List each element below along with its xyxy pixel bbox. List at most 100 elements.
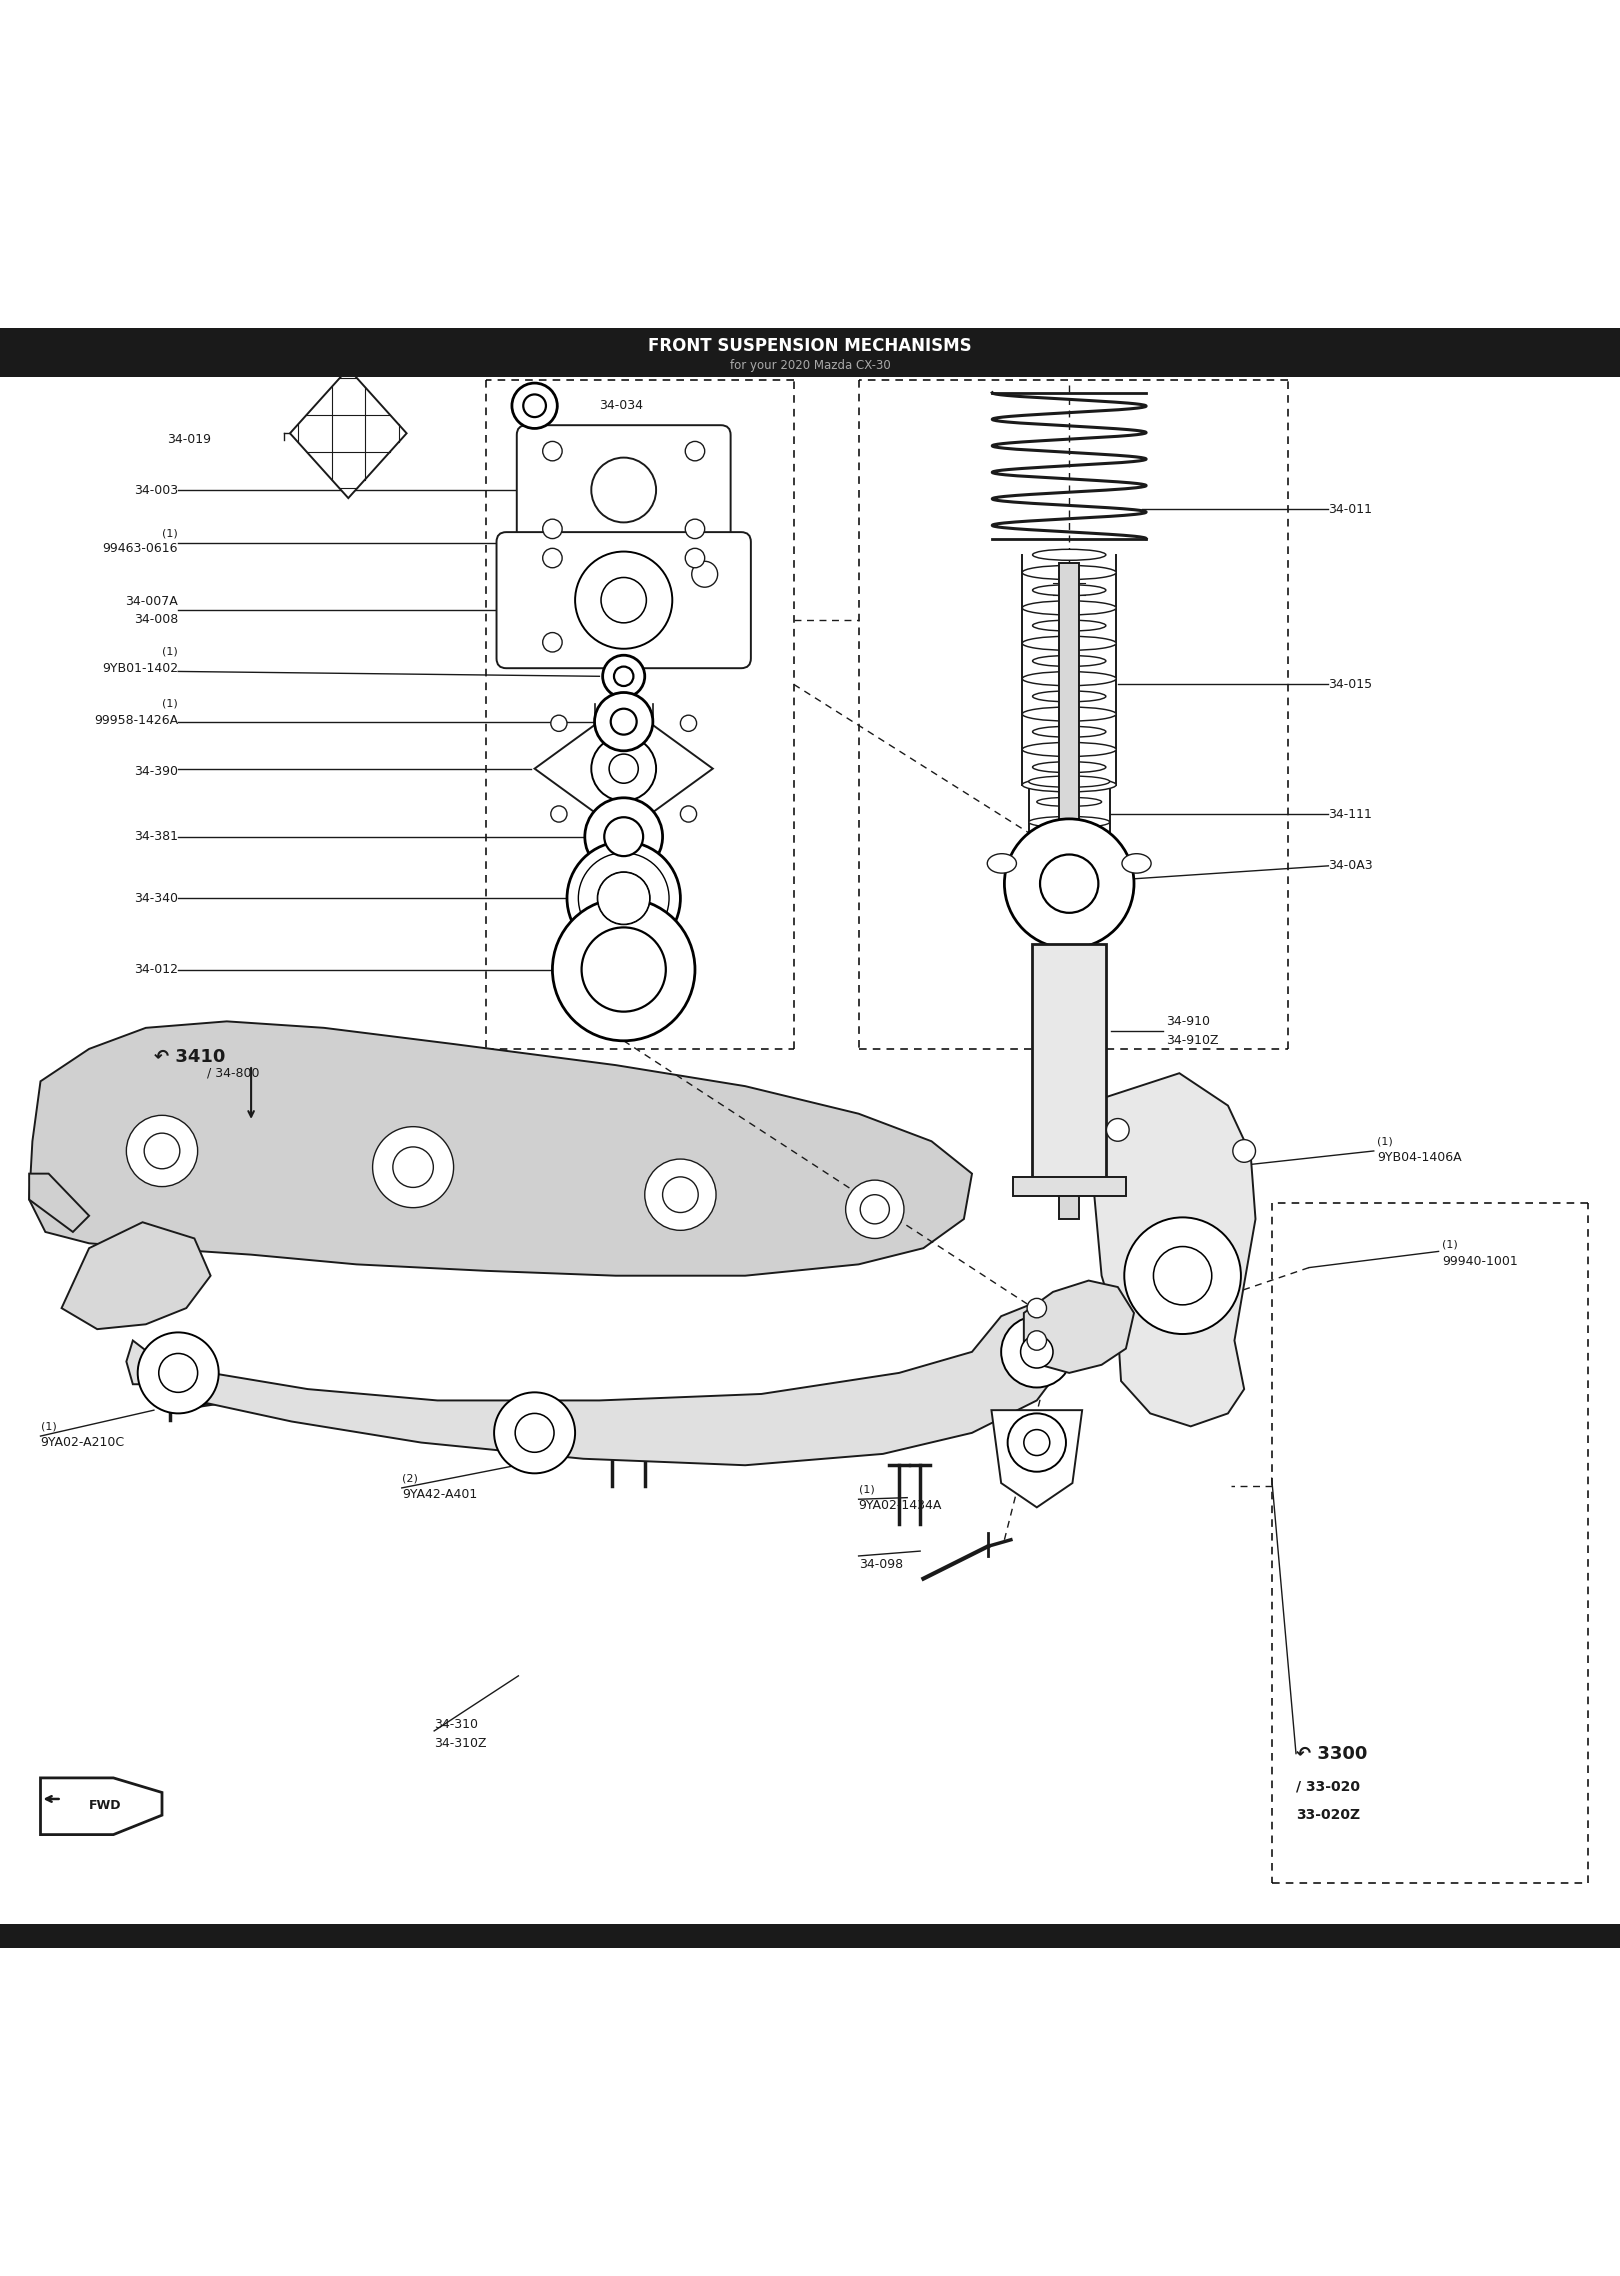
Circle shape (591, 457, 656, 523)
Text: 34-340: 34-340 (134, 892, 178, 906)
Circle shape (543, 549, 562, 567)
Circle shape (578, 854, 669, 945)
Circle shape (543, 633, 562, 651)
Circle shape (512, 382, 557, 428)
Circle shape (595, 692, 653, 751)
Text: 34-008: 34-008 (134, 612, 178, 626)
Text: 68-885: 68-885 (596, 574, 640, 585)
Circle shape (680, 715, 697, 731)
Circle shape (144, 1133, 180, 1170)
Text: 34-0A3: 34-0A3 (1328, 860, 1374, 872)
Ellipse shape (1037, 797, 1102, 806)
Circle shape (692, 562, 718, 587)
Circle shape (585, 799, 663, 876)
Circle shape (1024, 1429, 1050, 1457)
Text: (1): (1) (162, 699, 178, 708)
Circle shape (138, 1331, 219, 1413)
Ellipse shape (1022, 671, 1116, 685)
Circle shape (1027, 1331, 1047, 1350)
Circle shape (663, 1177, 698, 1213)
Ellipse shape (1032, 619, 1106, 630)
Circle shape (1106, 1118, 1129, 1140)
Circle shape (1027, 1297, 1047, 1318)
Circle shape (1004, 819, 1134, 949)
Ellipse shape (987, 854, 1016, 874)
FancyBboxPatch shape (496, 533, 750, 669)
Text: 34-111: 34-111 (1328, 808, 1372, 822)
Text: 34-310: 34-310 (434, 1718, 478, 1732)
Text: 34-390: 34-390 (134, 765, 178, 778)
Text: 9YA02-A210C: 9YA02-A210C (40, 1436, 125, 1450)
Polygon shape (991, 1411, 1082, 1507)
Text: 34-381: 34-381 (134, 831, 178, 842)
FancyBboxPatch shape (0, 1923, 1620, 1948)
Polygon shape (535, 703, 713, 833)
Polygon shape (290, 369, 407, 498)
Polygon shape (29, 1022, 972, 1277)
Circle shape (567, 842, 680, 956)
Text: (1): (1) (162, 528, 178, 539)
Text: for your 2020 Mazda CX-30: for your 2020 Mazda CX-30 (729, 360, 891, 373)
Ellipse shape (1032, 692, 1106, 701)
FancyBboxPatch shape (1059, 562, 1079, 1220)
Text: (2): (2) (402, 1473, 418, 1484)
Text: 33-020Z: 33-020Z (1296, 1807, 1361, 1823)
Ellipse shape (1029, 817, 1110, 828)
FancyBboxPatch shape (1012, 1177, 1126, 1197)
Circle shape (523, 394, 546, 417)
Polygon shape (62, 1222, 211, 1329)
Text: 34-007A: 34-007A (125, 596, 178, 608)
Text: (1): (1) (859, 1484, 875, 1495)
Circle shape (543, 519, 562, 539)
Circle shape (685, 549, 705, 567)
Circle shape (575, 551, 672, 649)
Text: (1): (1) (1442, 1240, 1458, 1250)
FancyBboxPatch shape (517, 426, 731, 555)
Text: 99940-1001: 99940-1001 (1442, 1254, 1518, 1268)
Circle shape (552, 899, 695, 1040)
Ellipse shape (1022, 742, 1116, 756)
Circle shape (591, 735, 656, 801)
Circle shape (1008, 1413, 1066, 1473)
Circle shape (1001, 1316, 1072, 1388)
Polygon shape (1094, 1074, 1256, 1427)
Ellipse shape (1032, 655, 1106, 667)
Polygon shape (1024, 1281, 1134, 1372)
Text: 9YA42-A401: 9YA42-A401 (402, 1489, 476, 1500)
Text: 99463-0616: 99463-0616 (102, 542, 178, 555)
Circle shape (611, 708, 637, 735)
Circle shape (1153, 1247, 1212, 1304)
Text: 99958-1426A: 99958-1426A (94, 715, 178, 726)
Circle shape (515, 1413, 554, 1452)
Text: ↶ 3410: ↶ 3410 (154, 1047, 225, 1065)
Ellipse shape (1022, 637, 1116, 651)
Circle shape (582, 926, 666, 1011)
Circle shape (860, 1195, 889, 1224)
Text: / 34-800: / 34-800 (207, 1067, 259, 1079)
Circle shape (126, 1115, 198, 1186)
Circle shape (601, 578, 646, 624)
Ellipse shape (1032, 762, 1106, 772)
Ellipse shape (1029, 776, 1110, 787)
Text: 34-015: 34-015 (1328, 678, 1372, 692)
Text: 34-019: 34-019 (167, 432, 211, 446)
Circle shape (685, 519, 705, 539)
Circle shape (614, 667, 633, 685)
Circle shape (598, 872, 650, 924)
Text: 34-034: 34-034 (599, 398, 643, 412)
Circle shape (1124, 1218, 1241, 1334)
Text: 34-910Z: 34-910Z (1166, 1033, 1218, 1047)
Circle shape (685, 442, 705, 460)
Ellipse shape (1037, 838, 1102, 847)
Text: FWD: FWD (89, 1798, 122, 1812)
Text: FRONT SUSPENSION MECHANISMS: FRONT SUSPENSION MECHANISMS (648, 337, 972, 355)
Ellipse shape (1032, 726, 1106, 737)
Text: 9YA02-1434A: 9YA02-1434A (859, 1500, 941, 1511)
Text: 9YB01-1402: 9YB01-1402 (102, 662, 178, 674)
Polygon shape (29, 1174, 89, 1231)
Circle shape (373, 1127, 454, 1209)
Circle shape (551, 806, 567, 822)
Circle shape (543, 442, 562, 460)
Circle shape (1021, 1336, 1053, 1368)
Ellipse shape (1032, 549, 1106, 560)
